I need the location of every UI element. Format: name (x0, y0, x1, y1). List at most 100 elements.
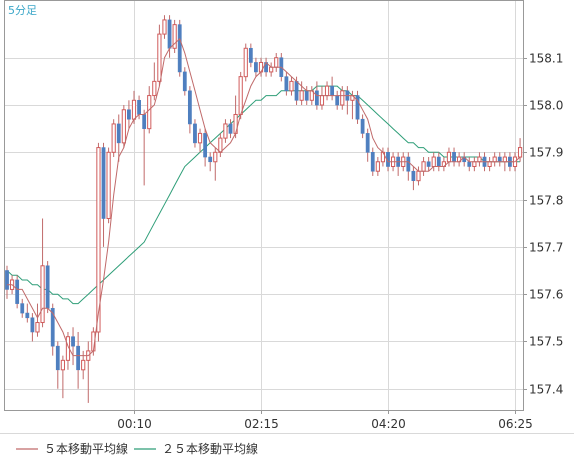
candles (5, 15, 523, 403)
candle-body-down (370, 152, 375, 172)
candle-body-up (223, 123, 228, 139)
grid (5, 1, 523, 410)
candle (193, 119, 197, 148)
candle-body-up (319, 95, 325, 106)
candle-body-up (416, 170, 421, 182)
candle (340, 86, 345, 110)
candle (426, 157, 431, 172)
candle-body-down (177, 24, 182, 73)
candle (127, 100, 131, 129)
candle (497, 152, 502, 167)
candle-body-up (431, 156, 436, 167)
candle (65, 331, 71, 370)
legend-label-ma5: ５本移動平均線 (44, 441, 128, 456)
candle (213, 147, 218, 181)
candle (45, 261, 50, 314)
candle-body-up (96, 147, 101, 333)
candle-body-up (162, 19, 167, 35)
candle (269, 62, 274, 77)
candle (446, 147, 452, 167)
candle-body-up (274, 57, 279, 68)
candle-body-down (55, 345, 60, 371)
candle (355, 90, 360, 124)
candle (142, 109, 147, 186)
candle-body-down (203, 133, 208, 158)
candle (76, 331, 81, 389)
candle (101, 142, 106, 247)
candle (182, 67, 187, 96)
candle-body-up (299, 90, 304, 101)
ma25-line-layer (6, 85, 521, 305)
x-tick-label: 02:15 (244, 417, 279, 431)
candle-body-up (81, 359, 86, 371)
candle (360, 114, 365, 139)
candle-body-down (45, 265, 50, 309)
candle (106, 147, 111, 224)
candle-body-up (238, 76, 243, 115)
x-tick-label: 04:20 (371, 417, 406, 431)
candle-body-up (243, 47, 248, 78)
candle (284, 71, 289, 96)
candle (121, 105, 126, 148)
candle-body-down (228, 123, 233, 134)
candle-body-down (254, 62, 258, 73)
ma5-line-layer (7, 37, 521, 357)
candle-body-down (101, 147, 106, 219)
candle-body-down (497, 156, 502, 163)
candle (116, 114, 121, 162)
candle-body-up (213, 151, 218, 163)
candle (472, 157, 477, 172)
candle-body-down (137, 99, 141, 115)
candle (370, 147, 375, 176)
plot-frame (4, 0, 524, 411)
candle-body-down (5, 270, 9, 290)
candle (5, 265, 9, 299)
candle (365, 128, 370, 162)
x-axis-ticks: 00:10 02:15 04:20 06:25 (117, 410, 533, 431)
candle (187, 86, 192, 134)
candle (177, 19, 182, 77)
candle (162, 15, 167, 39)
candle (406, 152, 411, 181)
candle-body-down (304, 90, 309, 101)
candle (452, 147, 456, 167)
candle-body-up (121, 109, 126, 144)
x-tick-label: 06:25 (498, 417, 533, 431)
candle-body-down (20, 303, 25, 314)
x-tick-label: 00:10 (117, 417, 152, 431)
candle (203, 128, 208, 167)
y-tick-label: 157.9 (529, 146, 563, 160)
candle (60, 355, 65, 399)
candle-body-down (436, 156, 441, 167)
candle-body-up (487, 161, 492, 167)
candle (243, 43, 248, 82)
candle-body-up (340, 90, 345, 106)
candle (289, 76, 294, 96)
candle-body-down (193, 123, 197, 144)
candle (111, 119, 116, 158)
candle (71, 327, 75, 366)
y-tick-label: 157.7 (529, 241, 563, 255)
candle-body-down (71, 336, 75, 347)
y-tick-label: 157.6 (529, 288, 563, 302)
y-tick-label: 158.0 (529, 99, 563, 113)
candle (218, 133, 223, 158)
candle-body-down (50, 308, 55, 347)
y-tick-label: 158.1 (529, 52, 563, 66)
candle-body-up (131, 99, 137, 120)
candle (55, 341, 60, 389)
y-tick-label: 157.5 (529, 335, 563, 349)
candle (172, 19, 177, 54)
candle (208, 152, 213, 172)
candle (335, 90, 340, 110)
candle-body-up (269, 66, 274, 73)
candle (15, 275, 20, 309)
candle-body-up (477, 156, 482, 163)
candle-body-down (167, 19, 172, 49)
candle-body-down (426, 161, 431, 167)
candle (462, 152, 467, 167)
candle-body-down (142, 114, 147, 129)
candle (223, 119, 228, 143)
candle-body-down (76, 345, 81, 371)
